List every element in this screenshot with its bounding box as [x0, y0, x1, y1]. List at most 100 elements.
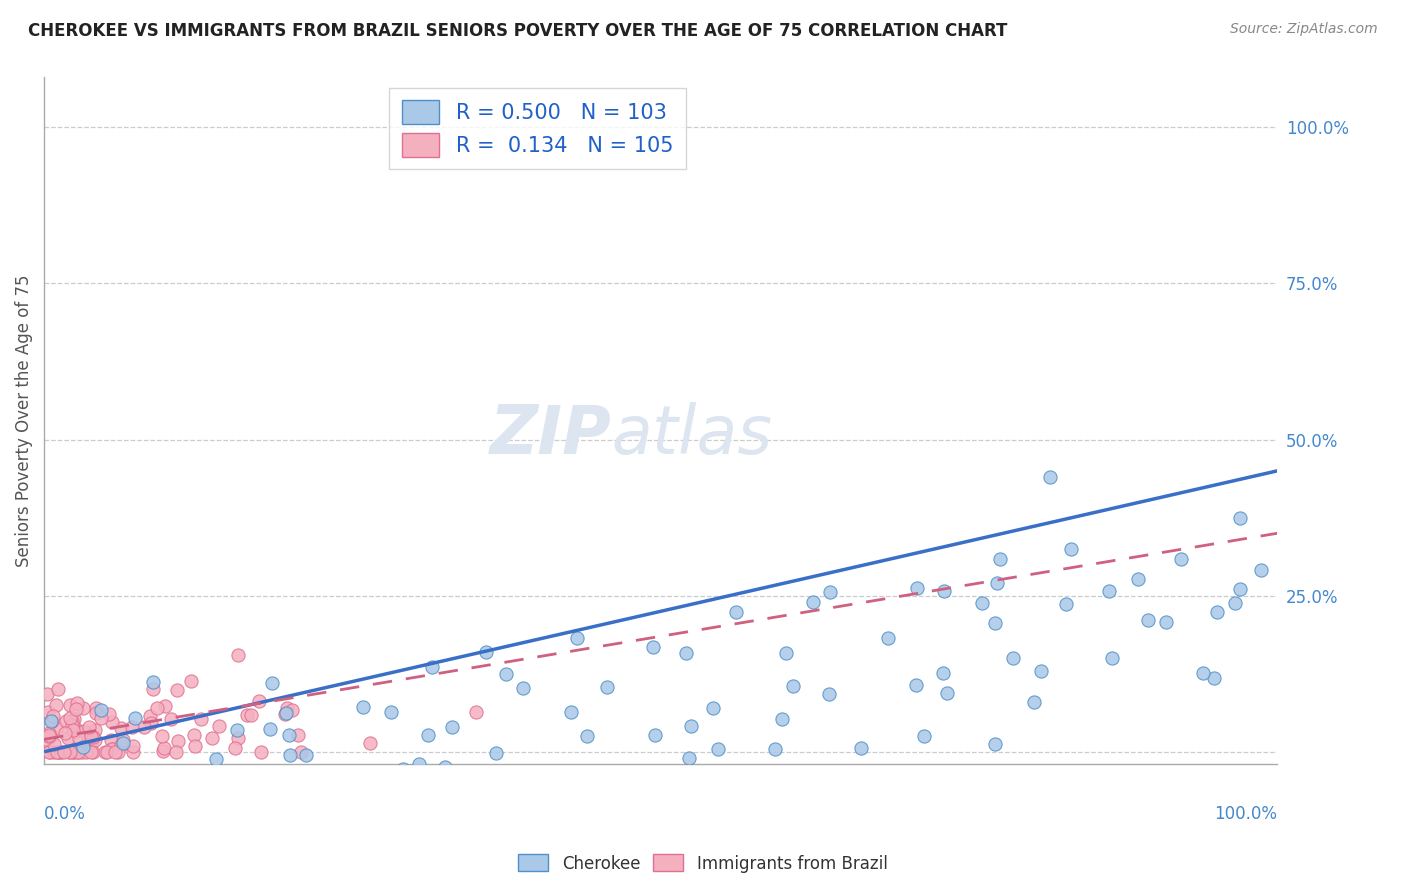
Point	[224, 741, 246, 756]
Point	[1022, 694, 1045, 708]
Point	[877, 631, 900, 645]
Point	[138, 708, 160, 723]
Point	[65, 722, 87, 736]
Point	[1101, 651, 1123, 665]
Point	[1229, 511, 1251, 525]
Point	[274, 706, 297, 721]
Point	[512, 681, 534, 695]
Point	[84, 706, 107, 720]
Point	[434, 760, 457, 774]
Point	[1128, 572, 1150, 586]
Point	[41, 714, 63, 728]
Point	[49, 745, 72, 759]
Point	[42, 709, 65, 723]
Point	[290, 745, 312, 759]
Point	[207, 776, 229, 790]
Point	[38, 745, 60, 759]
Text: Source: ZipAtlas.com: Source: ZipAtlas.com	[1230, 22, 1378, 37]
Point	[904, 678, 927, 692]
Point	[1154, 615, 1177, 630]
Point	[104, 745, 127, 759]
Point	[90, 703, 112, 717]
Point	[259, 722, 281, 736]
Point	[101, 742, 124, 756]
Point	[560, 706, 582, 720]
Point	[240, 708, 263, 723]
Point	[160, 712, 183, 726]
Point	[38, 728, 60, 742]
Point	[236, 707, 259, 722]
Point	[52, 745, 75, 759]
Point	[280, 748, 302, 763]
Point	[121, 745, 143, 759]
Point	[183, 728, 205, 742]
Point	[89, 776, 111, 790]
Text: 0.0%: 0.0%	[44, 805, 86, 823]
Point	[1098, 584, 1121, 599]
Legend: R = 0.500   N = 103, R =  0.134   N = 105: R = 0.500 N = 103, R = 0.134 N = 105	[389, 87, 686, 169]
Point	[1250, 563, 1272, 577]
Point	[38, 726, 60, 740]
Point	[801, 595, 824, 609]
Point	[72, 701, 94, 715]
Point	[418, 776, 440, 790]
Point	[775, 646, 797, 660]
Point	[72, 724, 94, 739]
Point	[53, 726, 76, 740]
Point	[38, 729, 60, 743]
Point	[65, 701, 87, 715]
Point	[595, 680, 617, 694]
Point	[46, 722, 69, 736]
Point	[475, 645, 498, 659]
Text: CHEROKEE VS IMMIGRANTS FROM BRAZIL SENIORS POVERTY OVER THE AGE OF 75 CORRELATIO: CHEROKEE VS IMMIGRANTS FROM BRAZIL SENIO…	[28, 22, 1008, 40]
Point	[58, 745, 80, 759]
Point	[352, 700, 374, 714]
Point	[110, 738, 132, 752]
Point	[34, 732, 56, 747]
Point	[818, 687, 841, 701]
Point	[1136, 613, 1159, 627]
Point	[77, 720, 100, 734]
Point	[67, 731, 90, 746]
Point	[250, 745, 273, 759]
Point	[1170, 552, 1192, 566]
Point	[984, 615, 1007, 630]
Point	[142, 674, 165, 689]
Point	[702, 701, 724, 715]
Point	[55, 714, 77, 728]
Point	[184, 739, 207, 753]
Point	[208, 719, 231, 733]
Point	[124, 711, 146, 725]
Point	[125, 776, 148, 790]
Point	[225, 776, 247, 790]
Point	[772, 776, 794, 790]
Point	[984, 737, 1007, 751]
Point	[932, 584, 955, 599]
Point	[100, 733, 122, 747]
Point	[60, 714, 83, 728]
Point	[359, 736, 381, 750]
Point	[82, 730, 104, 744]
Point	[37, 687, 59, 701]
Point	[132, 721, 155, 735]
Point	[770, 712, 793, 726]
Point	[166, 776, 188, 790]
Point	[42, 745, 65, 759]
Point	[63, 712, 86, 726]
Point	[932, 665, 955, 680]
Point	[153, 699, 176, 714]
Point	[75, 745, 97, 759]
Text: atlas: atlas	[612, 401, 772, 467]
Point	[434, 776, 457, 790]
Point	[851, 740, 873, 755]
Point	[228, 731, 250, 745]
Point	[643, 640, 665, 655]
Point	[912, 729, 935, 743]
Text: 100.0%: 100.0%	[1215, 805, 1278, 823]
Point	[295, 748, 318, 763]
Point	[67, 745, 90, 759]
Point	[1204, 671, 1226, 685]
Point	[70, 745, 93, 759]
Point	[183, 776, 205, 790]
Point	[243, 776, 266, 790]
